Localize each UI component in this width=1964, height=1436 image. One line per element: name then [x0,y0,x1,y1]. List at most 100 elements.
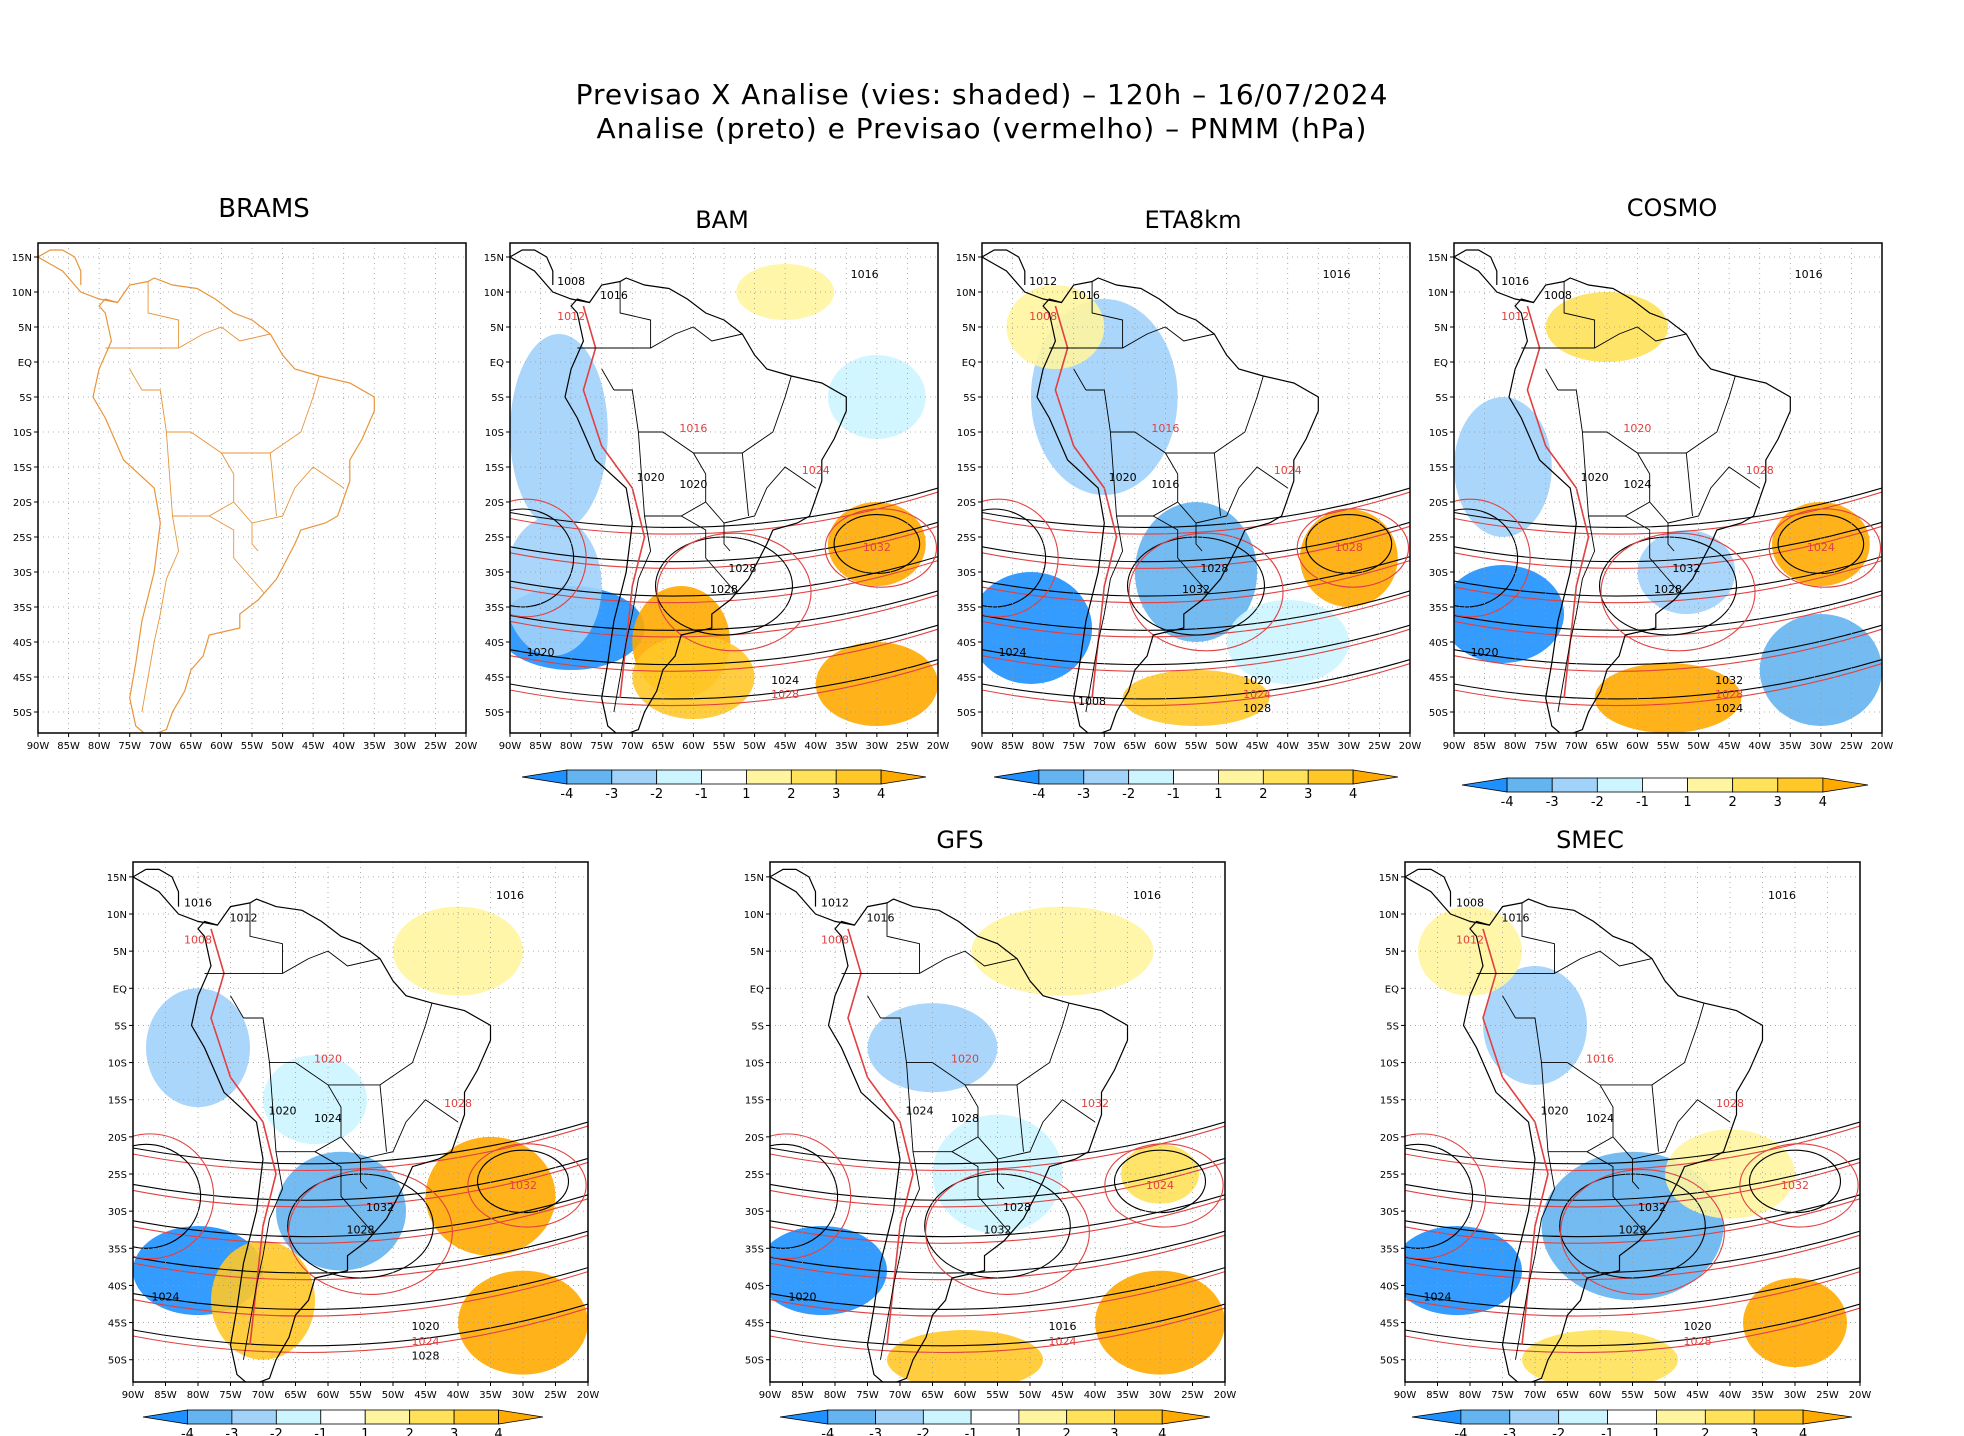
country-border [1085,515,1124,713]
lon-tick-label: 55W [349,1390,372,1401]
lon-tick-label: 55W [241,741,264,752]
forecast-isobar [133,1307,588,1354]
lat-tick-label: 25S [1429,533,1448,544]
colorbar-label: 3 [1774,795,1782,810]
coastline [1454,249,1534,304]
isobar-label: 1016 [867,911,895,924]
colorbar-label: 4 [1349,787,1357,802]
forecast-isobar [925,1169,1090,1295]
lon-tick-label: 20W [1849,1390,1872,1401]
lon-tick-label: 20W [455,741,478,752]
colorbar-label: -4 [560,787,573,802]
lon-tick-label: 25W [424,741,447,752]
lon-tick-label: 40W [1084,1390,1107,1401]
isobar-label: 1032 [1715,674,1743,687]
lon-tick-label: 30W [394,741,417,752]
isobar-label: 1024 [1049,1335,1077,1348]
country-border [965,1002,1070,1086]
country-border [1685,452,1693,517]
analysis-isobar [1454,658,1882,700]
country-border [1091,281,1124,348]
lon-tick-label: 65W [180,741,203,752]
forecast-isobar [510,560,938,604]
forecast-isobar [982,525,1410,569]
lat-tick-label: 5S [114,1021,127,1032]
bias-shading [1405,1226,1522,1316]
coastline [92,277,375,733]
lat-tick-label: EQ [490,358,504,369]
forecast-isobar [133,1271,588,1317]
lat-tick-label: 15S [108,1096,127,1107]
country-border [880,1017,1005,1190]
country-border [1563,281,1596,348]
lon-tick-label: 80W [1459,1390,1482,1401]
isobar-label: 1016 [1049,1320,1077,1333]
isobar-label: 1020 [1684,1320,1712,1333]
isobar-label: 1032 [1781,1179,1809,1192]
colorbar-gfs: -4 -3 -2 -1 1 2 3 4 [779,1409,1211,1436]
country-border [1195,466,1288,524]
isobar-label: 1032 [1081,1097,1109,1110]
isobar-label: 1008 [184,934,212,947]
colorbar-segment [835,769,882,785]
lon-tick-label: 70W [1565,741,1588,752]
lon-tick-label: 45W [774,741,797,752]
isobar-label: 1016 [1501,275,1529,288]
map-panel-cosmo: 1016101210081016102010201024102810321028… [1428,242,1893,752]
colorbar-label: 2 [406,1427,414,1436]
isobar-label: 1028 [1654,583,1682,596]
isobar-label: 1020 [637,471,665,484]
lat-tick-label: 20S [108,1133,127,1144]
forecast-isobar [1454,560,1882,604]
lat-tick-label: 40S [957,638,976,649]
forecast-isobar [1104,1143,1224,1228]
isobar-label: 1016 [679,422,707,435]
lon-tick-label: 90W [122,1390,145,1401]
forecast-isobar [770,1161,1225,1208]
colorbar-bam: -4 -3 -2 -1 1 2 3 4 [521,769,927,802]
coastline [564,277,847,733]
colorbar-label: -4 [1032,787,1045,802]
lon-tick-label: 60W [954,1390,977,1401]
colorbar-eta: -4 -3 -2 -1 1 2 3 4 [993,769,1399,802]
lat-tick-label: 5N [962,323,976,334]
bias-shading [1454,565,1565,663]
forecast-isobar [510,525,938,569]
lon-tick-label: 60W [1589,1390,1612,1401]
lat-tick-label: 15N [107,873,127,884]
lat-tick-label: 10S [745,1059,764,1070]
lon-tick-label: 40W [1748,741,1771,752]
forecast-isobar [770,1198,1225,1244]
lat-tick-label: 25S [957,533,976,544]
lat-tick-label: 10N [744,910,764,921]
isobar-label: 1012 [557,310,585,323]
lon-tick-label: 30W [512,1390,535,1401]
colorbar-label: 3 [1304,787,1312,802]
lon-tick-label: 40W [447,1390,470,1401]
lon-tick-label: 20W [577,1390,600,1401]
country-border [613,389,731,552]
colorbar-label: 2 [1701,1427,1709,1436]
colorbar-segment [1704,1409,1755,1425]
isobar-label: 1024 [1243,688,1271,701]
isobar-label: 1008 [1029,310,1057,323]
lon-tick-label: 75W [1491,1390,1514,1401]
lat-tick-label: EQ [1434,358,1448,369]
colorbar-segment [275,1409,322,1425]
country-border [251,466,344,524]
bias-shading [770,1226,887,1316]
isobar-label: 1008 [1544,289,1572,302]
forecast-isobar [1454,628,1882,672]
colorbar-label: 2 [1063,1427,1071,1436]
colorbar-segment [1173,769,1219,785]
isobar-label: 1028 [1746,464,1774,477]
isobar-label: 1028 [1243,702,1271,715]
lon-tick-label: 80W [88,741,111,752]
figure-title-line2: Analise (preto) e Previsao (vermelho) – … [596,112,1368,145]
analysis-isobar [770,1194,1225,1238]
lat-tick-label: 20S [485,498,504,509]
lat-tick-label: 35S [1380,1244,1399,1255]
lat-tick-label: 15N [1428,253,1448,264]
colorbar-label: 3 [450,1427,458,1436]
forecast-isobar [1405,1198,1860,1244]
